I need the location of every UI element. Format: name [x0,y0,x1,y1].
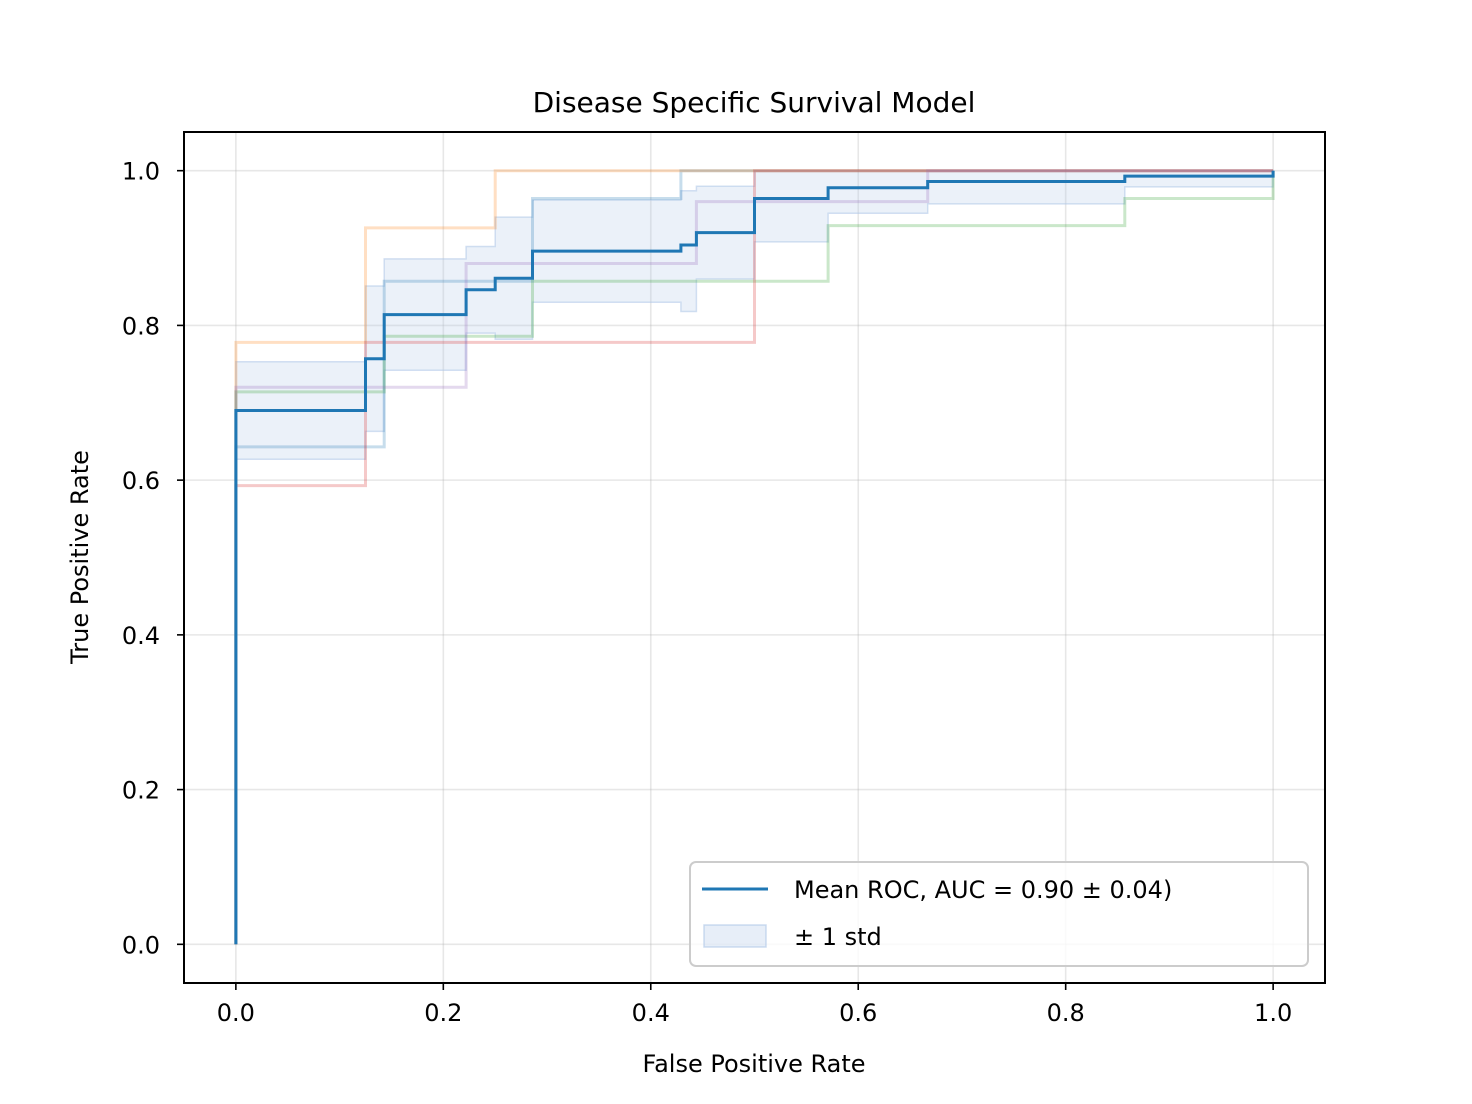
mean-roc-curve [234,170,1275,945]
fold-curve-2 [234,169,1274,945]
legend-std-swatch [703,924,767,948]
x-axis-label: False Positive Rate [642,1050,865,1078]
x-tick-label-4: 0.8 [1047,999,1085,1027]
y-tick-label-4: 0.8 [122,312,160,340]
legend-box [689,861,1309,967]
mean-roc-layer [234,170,1275,945]
x-tick-label-0: 0.0 [217,999,255,1027]
y-tick-label-3: 0.6 [122,467,160,495]
x-tick-label-3: 0.6 [839,999,877,1027]
fold-curve-1 [234,169,1274,945]
legend-mean-label: Mean ROC, AUC = 0.90 ± 0.04) [794,876,1172,904]
plot-frame [183,131,1326,984]
x-tick-label-5: 1.0 [1254,999,1292,1027]
grid [184,132,1325,983]
y-tick-label-1: 0.2 [122,777,160,805]
legend: Mean ROC, AUC = 0.90 ± 0.04) ± 1 std [689,861,1309,967]
chart-title: Disease Specific Survival Model [533,86,976,119]
fold-curve-3 [234,170,1275,945]
y-tick-label-0: 0.0 [122,931,160,959]
y-tick-label-5: 1.0 [122,158,160,186]
x-tick-label-2: 0.4 [632,999,670,1027]
y-axis-label: True Positive Rate [66,450,94,665]
legend-std-label: ± 1 std [794,923,882,951]
axis-ticks: 0.0 0.2 0.4 0.6 0.8 1.0 0.0 0.2 0.4 0.6 0.8 1.0 [122,158,1292,1027]
x-tick-label-1: 0.2 [424,999,462,1027]
y-tick-label-2: 0.4 [122,622,160,650]
